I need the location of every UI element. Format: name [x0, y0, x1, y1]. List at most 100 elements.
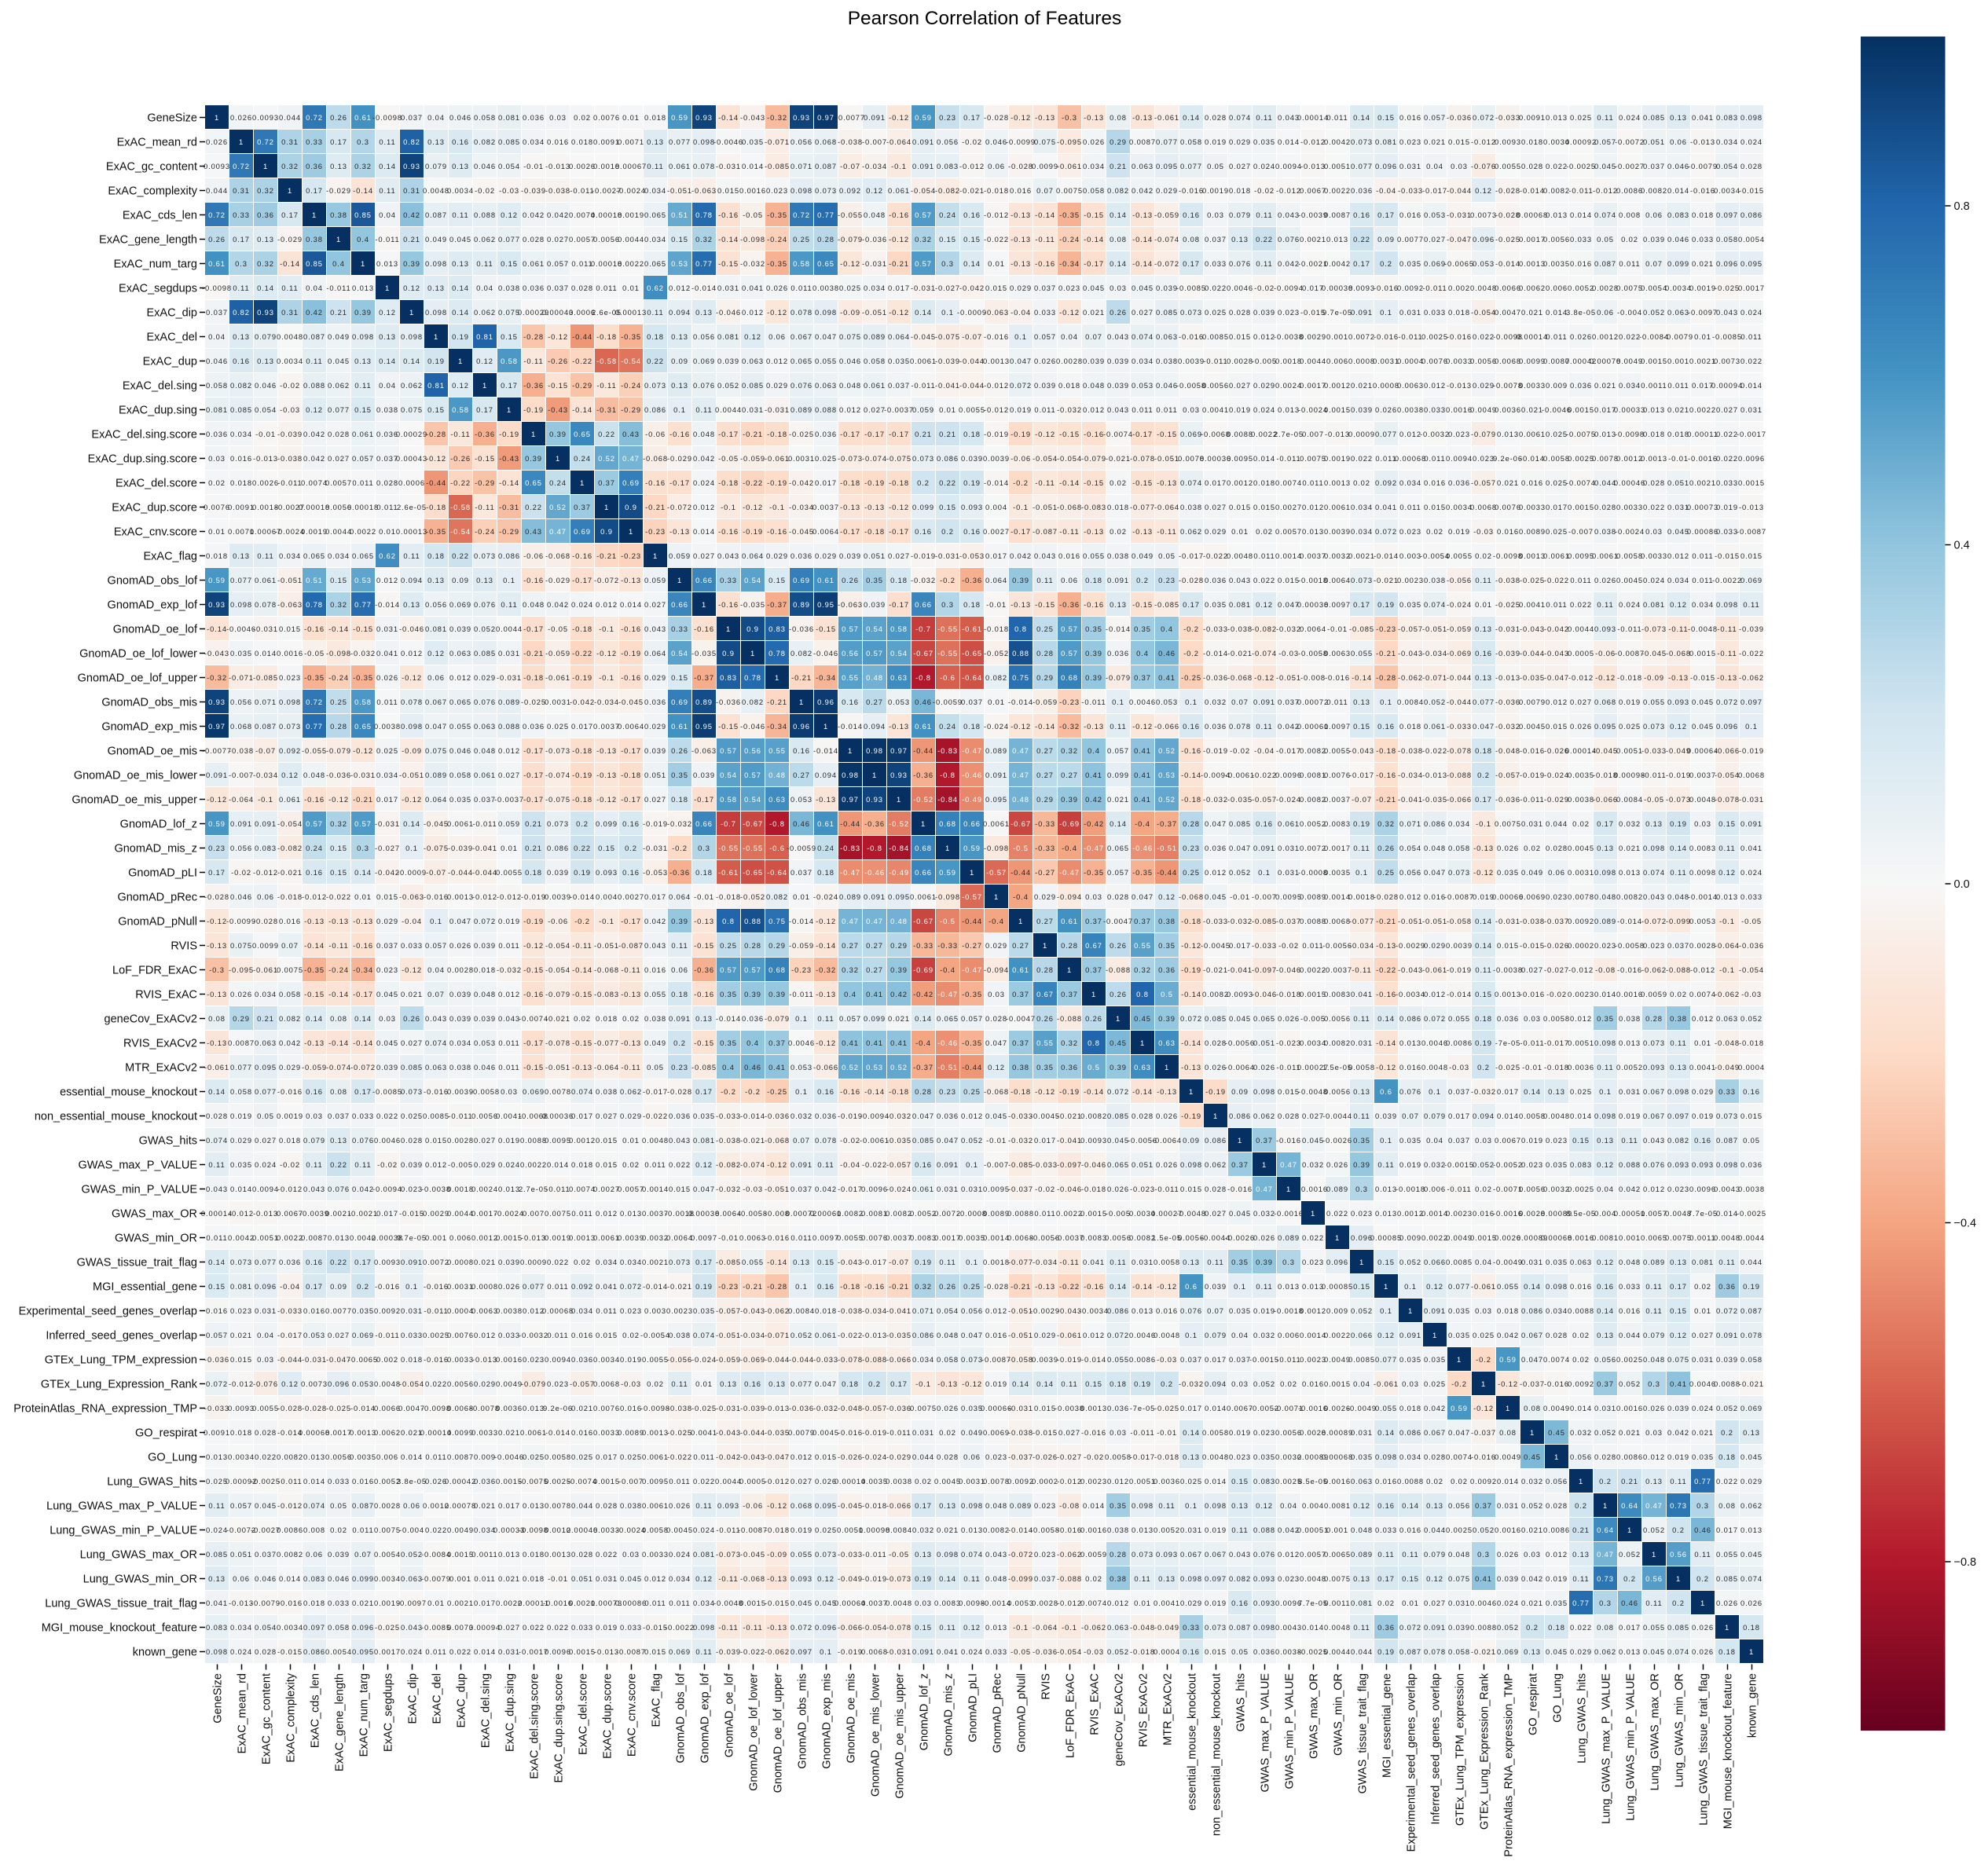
svg-text:Lung_GWAS_tissue_trait_flag: Lung_GWAS_tissue_trait_flag — [1698, 1673, 1711, 1826]
svg-text:ExAC_del.sing: ExAC_del.sing — [123, 380, 197, 393]
svg-text:0.0130.00340.0220.00820.0130.0: 0.0130.00340.0220.00820.0130.00560.00350… — [206, 1453, 1762, 1461]
svg-text:GnomAD_oe_mis: GnomAD_oe_mis — [845, 1673, 858, 1763]
svg-text:Lung_GWAS_min_OR: Lung_GWAS_min_OR — [1674, 1673, 1686, 1787]
svg-text:MGI_essential_gene: MGI_essential_gene — [93, 1281, 197, 1294]
svg-text:0.0850.0510.0370.00820.060.039: 0.085 0.051 0.0370.0082 0.06 0.039 0.07 0.0054… — [206, 1550, 1762, 1559]
svg-text:ExAC_num_targ: ExAC_num_targ — [114, 258, 197, 271]
svg-text:Lung_GWAS_hits: Lung_GWAS_hits — [1576, 1673, 1589, 1764]
svg-text:GnomAD_obs_mis: GnomAD_obs_mis — [101, 697, 197, 709]
svg-text:GWAS_max_OR: GWAS_max_OR — [1308, 1673, 1321, 1759]
svg-text:GWAS_max_P_VALUE: GWAS_max_P_VALUE — [79, 1159, 198, 1172]
svg-text:-0.130.0750.00990.07-0.14-0.11: -0.13 0.0750.0099 0.07 -0.14 -0.11 -0.16 0.037… — [207, 941, 1764, 950]
svg-text:GnomAD_oe_lof_upper: GnomAD_oe_lof_upper — [78, 672, 198, 685]
svg-text:0.00014-0.012-0.0130.0067-0.00: 0.00014-0.012-0.0130.0067-0.00390.0021-0… — [201, 1209, 1766, 1218]
svg-text:GnomAD_obs_mis: GnomAD_obs_mis — [797, 1673, 809, 1769]
svg-text:0.080.290.210.0820.140.080.140: 0.08 0.29 0.21 0.082 0.14 0.08 0.14 0.03 0.26 0.0… — [208, 1014, 1762, 1023]
svg-text:non_essential_mouse_knockout: non_essential_mouse_knockout — [1211, 1673, 1223, 1836]
svg-text:MGI_mouse_knockout_feature: MGI_mouse_knockout_feature — [42, 1622, 197, 1635]
svg-text:0.0460.160.130.00340.110.0450.: 0.046 0.16 0.13 0.0034 0.11 0.045 0.13 0.14 0.14… — [206, 357, 1762, 365]
svg-text:Pearson Correlation of Feature: Pearson Correlation of Features — [848, 8, 1122, 29]
svg-text:ExAC_complexity: ExAC_complexity — [108, 185, 197, 198]
svg-text:MTR_ExACv2: MTR_ExACv2 — [125, 1062, 197, 1075]
svg-text:-0.32-0.071-0.0850.023-0.35-0.: -0.32 -0.071-0.0850.023 -0.35 -0.24 -0.35 0.0… — [207, 673, 1764, 682]
svg-text:MGI_essential_gene: MGI_essential_gene — [1381, 1673, 1394, 1778]
svg-text:Lung_GWAS_min_P_VALUE: Lung_GWAS_min_P_VALUE — [50, 1525, 197, 1537]
svg-text:0.0370.820.930.310.420.210.390: 0.037 0.82 0.93 0.31 0.42 0.21 0.39 0.12 1 0.098 0… — [206, 308, 1762, 317]
svg-text:-0.12-0.0099-0.0280.016-0.13-0: -0.12-0.0099-0.0280.016 -0.13 -0.13 -0.13 0.… — [207, 917, 1762, 925]
svg-text:ProteinAtlas_RNA_expression_TM: ProteinAtlas_RNA_expression_TMP — [13, 1403, 197, 1416]
svg-text:GnomAD_lof_z: GnomAD_lof_z — [919, 1673, 931, 1750]
svg-text:0.140.0580.077-0.0160.160.080.: 0.14 0.058 0.077-0.016 0.16 0.08 0.17-0.00850… — [208, 1087, 1760, 1096]
svg-text:-0.12-0.064-0.10.061-0.16-0.12: -0.12 -0.064 -0.1 0.061 -0.16 -0.12 -0.21 0.017… — [207, 795, 1764, 804]
svg-text:RVIS: RVIS — [171, 940, 197, 953]
svg-text:GnomAD_oe_mis_upper: GnomAD_oe_mis_upper — [894, 1673, 907, 1799]
svg-text:ExAC_complexity: ExAC_complexity — [285, 1672, 298, 1762]
svg-text:Lung_GWAS_tissue_trait_flag: Lung_GWAS_tissue_trait_flag — [45, 1598, 197, 1610]
svg-text:-0.130.0260.0340.058-0.15-0.14: -0.13 0.026 0.034 0.058 -0.15 -0.14 -0.17 0.045… — [207, 990, 1762, 998]
svg-text:0.0570.0210.04-0.0170.0530.027: 0.057 0.021 0.04 -0.0170.053 0.027 0.069-0.01… — [206, 1331, 1762, 1339]
svg-text:RVIS_ExAC: RVIS_ExAC — [135, 989, 197, 1002]
svg-text:non_essential_mouse_knockout: non_essential_mouse_knockout — [35, 1111, 197, 1123]
svg-text:−0.4: −0.4 — [1954, 1218, 1977, 1230]
svg-text:0.590.0770.061-0.0510.510.150.: 0.59 0.077 0.061-0.051 0.51 0.15 0.53 0.012 0.0… — [208, 576, 1762, 584]
svg-text:ExAC_mean_rd: ExAC_mean_rd — [117, 137, 197, 149]
svg-text:ExAC_del.sing: ExAC_del.sing — [480, 1673, 493, 1748]
svg-text:geneCov_ExACv2: geneCov_ExACv2 — [1113, 1673, 1126, 1767]
svg-text:0.0740.0290.0270.0180.0790.130: 0.074 0.029 0.027 0.018 0.079 0.13 0.0760.0046… — [206, 1136, 1760, 1145]
svg-text:GeneSize: GeneSize — [147, 112, 197, 125]
svg-text:GWAS_min_P_VALUE: GWAS_min_P_VALUE — [1284, 1673, 1297, 1790]
svg-text:ExAC_dip: ExAC_dip — [407, 1673, 420, 1724]
svg-text:0.130.060.0460.0140.0830.0460.: 0.13 0.06 0.046 0.014 0.083 0.046 0.0990.00340… — [208, 1574, 1762, 1583]
svg-text:ExAC_dip: ExAC_dip — [147, 307, 197, 320]
svg-text:ExAC_flag: ExAC_flag — [651, 1673, 663, 1727]
svg-text:ExAC_cnv.score: ExAC_cnv.score — [114, 526, 197, 539]
svg-text:ExAC_segdups: ExAC_segdups — [383, 1673, 395, 1752]
svg-text:Experimental_seed_genes_overla: Experimental_seed_genes_overlap — [1406, 1673, 1418, 1852]
svg-text:ExAC_del: ExAC_del — [147, 332, 197, 344]
svg-text:ExAC_cds_len: ExAC_cds_len — [310, 1673, 322, 1748]
svg-text:ExAC_dup.sing: ExAC_dup.sing — [119, 405, 197, 417]
svg-text:-0.3-0.095-0.0610.0075-0.35-0.: -0.3 -0.095-0.0610.0075-0.35 -0.24 -0.34 0.0… — [209, 965, 1764, 974]
svg-text:GnomAD_exp_mis: GnomAD_exp_mis — [101, 721, 197, 734]
svg-text:GWAS_max_OR: GWAS_max_OR — [112, 1208, 197, 1221]
svg-text:GO_respirat: GO_respirat — [135, 1427, 197, 1440]
svg-text:GWAS_min_P_VALUE: GWAS_min_P_VALUE — [82, 1184, 198, 1196]
svg-text:-0.0360.0150.03-0.044-0.031-0.: -0.0360.015 0.03 -0.044-0.031-0.047-0.0065… — [204, 1355, 1762, 1364]
svg-text:-0.0330.00930.0055-0.028-0.028: -0.0330.00930.0055-0.028-0.028-0.025-0.0… — [204, 1404, 1762, 1412]
svg-text:GeneSize: GeneSize — [212, 1673, 225, 1724]
svg-text:RVIS_ExACv2: RVIS_ExACv2 — [1138, 1673, 1150, 1747]
svg-text:ExAC_dup.sing.score: ExAC_dup.sing.score — [88, 453, 197, 466]
svg-text:GnomAD_pLI: GnomAD_pLI — [967, 1673, 980, 1742]
svg-text:GnomAD_mis_z: GnomAD_mis_z — [943, 1673, 955, 1757]
svg-text:0.140.0730.0770.0360.160.220.1: 0.14 0.073 0.077 0.036 0.16 0.22 0.17 0.00930.0… — [208, 1258, 1762, 1266]
svg-text:−0.8: −0.8 — [1954, 1556, 1977, 1569]
svg-text:Experimental_seed_genes_overla: Experimental_seed_genes_overlap — [19, 1306, 197, 1318]
svg-text:RVIS: RVIS — [1040, 1673, 1053, 1700]
svg-text:-0.00980.110.140.110.04-0.0110: -0.00980.11 0.14 0.11 0.04 -0.0110.013 1 0.12 0… — [202, 284, 1765, 292]
svg-text:0.110.0570.045-0.0120.0740.050: 0.11 0.057 0.045-0.0120.074 0.05 0.0870.0028… — [208, 1501, 1762, 1510]
svg-text:Inferred_seed_genes_overlap: Inferred_seed_genes_overlap — [1430, 1673, 1443, 1825]
svg-text:GnomAD_pLI: GnomAD_pLI — [128, 867, 197, 880]
svg-text:RVIS_ExACv2: RVIS_ExACv2 — [123, 1038, 197, 1050]
svg-text:GnomAD_obs_lof: GnomAD_obs_lof — [675, 1672, 688, 1763]
svg-text:ExAC_gene_length: ExAC_gene_length — [334, 1673, 347, 1771]
svg-text:GWAS_max_P_VALUE: GWAS_max_P_VALUE — [1260, 1673, 1272, 1793]
svg-text:0.230.0560.083-0.0820.240.150.: 0.23 0.056 0.083-0.082 0.24 0.15 0.3 -0.027 0.1… — [208, 844, 1762, 852]
svg-text:Lung_GWAS_min_P_VALUE: Lung_GWAS_min_P_VALUE — [1625, 1673, 1638, 1821]
svg-text:essential_mouse_knockout: essential_mouse_knockout — [60, 1086, 197, 1099]
svg-text:ExAC_dup.sing: ExAC_dup.sing — [504, 1673, 517, 1752]
svg-text:Inferred_seed_genes_overlap: Inferred_seed_genes_overlap — [46, 1330, 197, 1343]
svg-text:ExAC_del: ExAC_del — [431, 1673, 444, 1724]
svg-text:GnomAD_exp_mis: GnomAD_exp_mis — [821, 1673, 834, 1769]
svg-text:0.0810.0850.054-0.030.120.0770: 0.081 0.085 0.054 -0.03 0.12 0.077 0.15 0.038 0.… — [206, 405, 1762, 414]
svg-text:Lung_GWAS_max_OR: Lung_GWAS_max_OR — [80, 1549, 197, 1562]
svg-text:0.072-0.012-0.0760.120.00730.0: 0.072-0.012-0.076 0.12 0.00730.096 0.0530.0… — [206, 1379, 1764, 1388]
svg-text:Lung_GWAS_max_OR: Lung_GWAS_max_OR — [1649, 1673, 1662, 1790]
svg-text:ExAC_dup: ExAC_dup — [456, 1673, 468, 1727]
svg-text:ExAC_mean_rd: ExAC_mean_rd — [237, 1673, 249, 1753]
svg-text:0.024-0.0072-0.00270.00860.008: 0.024-0.0072-0.00270.00860.008 0.02 0.0110… — [206, 1526, 1762, 1534]
